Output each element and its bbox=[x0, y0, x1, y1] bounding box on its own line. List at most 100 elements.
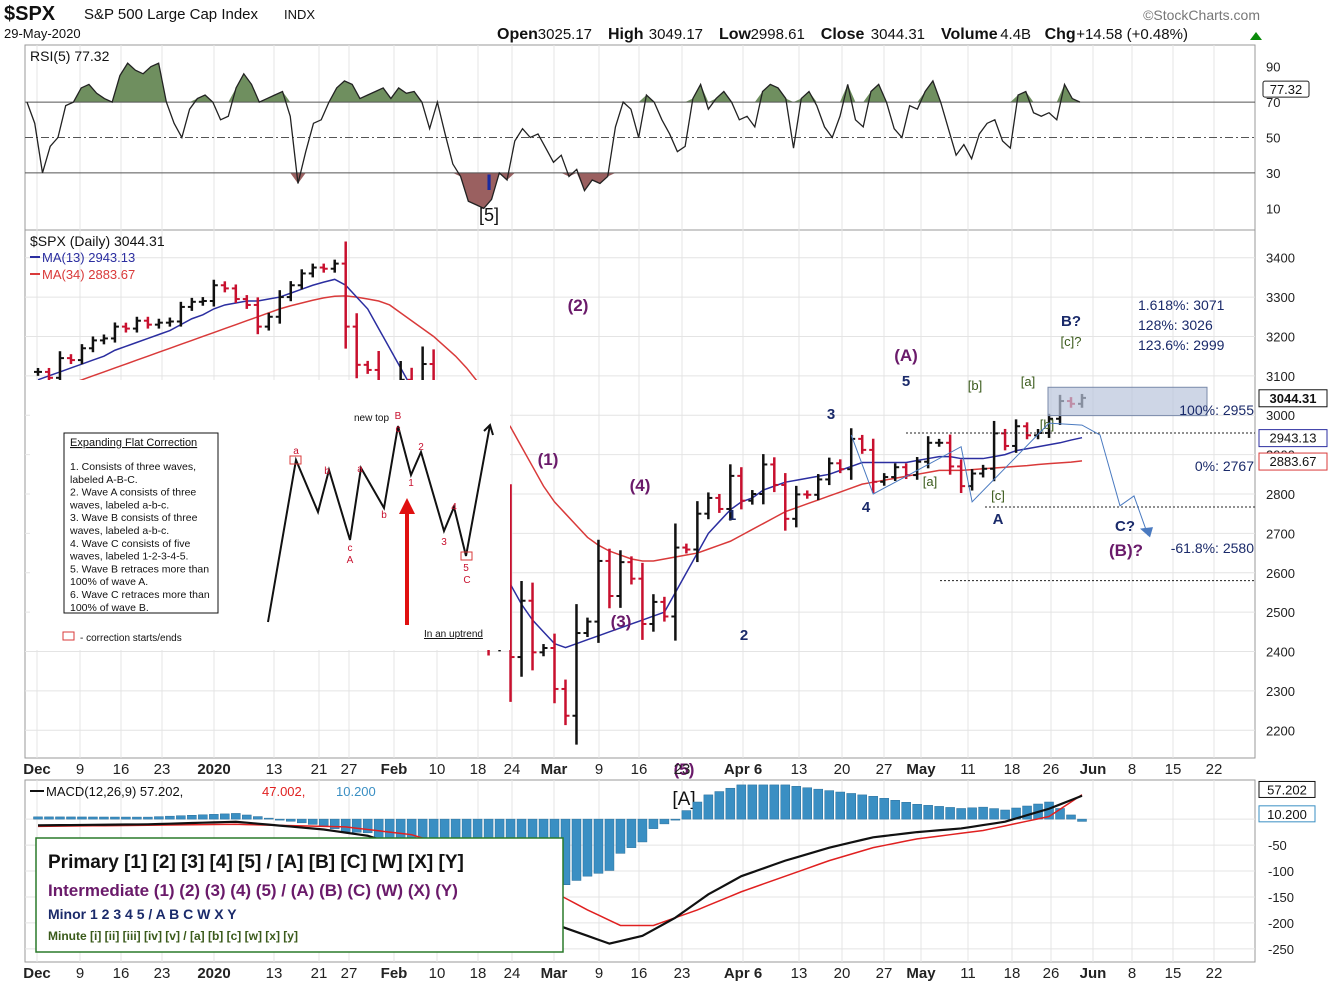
macd-hist-bar bbox=[890, 800, 900, 820]
inset-wave-label: a bbox=[357, 464, 363, 475]
inset-rule-line: 1. Consists of three waves, bbox=[70, 461, 196, 473]
rsi-panel: RSI(5) 77.32 bbox=[25, 48, 1255, 210]
macd-tick: -250 bbox=[1268, 942, 1294, 957]
macd-tick: -150 bbox=[1268, 890, 1294, 905]
macd-hist-bar bbox=[286, 818, 296, 822]
x-tick-label: 9 bbox=[76, 965, 84, 982]
wave-label: A bbox=[993, 511, 1004, 528]
macd-hist-bar bbox=[824, 790, 834, 820]
macd-hist-bar bbox=[604, 818, 615, 871]
ohlc-bar bbox=[297, 269, 306, 290]
inset-uptrend: In an uptrend bbox=[424, 629, 483, 640]
ma13-value: 2943.13 bbox=[1270, 431, 1317, 446]
price-tick: 3400 bbox=[1266, 251, 1295, 266]
inset-rule-line: waves, labeled 1-2-3-4-5. bbox=[69, 551, 188, 563]
price-tick: 3000 bbox=[1266, 408, 1295, 423]
ohlc-key: Volume bbox=[941, 26, 998, 43]
x-tick-label: 10 bbox=[429, 761, 446, 778]
x-tick-label: Jun bbox=[1080, 761, 1107, 778]
price-tick: 3200 bbox=[1266, 329, 1295, 344]
macd-hist-bar bbox=[198, 814, 208, 820]
ohlc-bar bbox=[264, 312, 273, 331]
ohlc-bar bbox=[990, 420, 999, 482]
macd-hist-bar bbox=[1077, 818, 1087, 822]
ohlc-bar bbox=[528, 582, 537, 671]
x-tick-label: 16 bbox=[631, 761, 648, 778]
ma34-value: 2883.67 bbox=[1270, 454, 1317, 469]
macd-hist-bar bbox=[846, 793, 856, 820]
ohlc-bar bbox=[154, 318, 163, 329]
ohlc-bar bbox=[66, 354, 75, 365]
x-tick-label: 10 bbox=[429, 965, 446, 982]
macd-hist-bar bbox=[626, 818, 637, 848]
macd-hist-bar bbox=[791, 786, 802, 820]
fib-target-zone bbox=[1047, 386, 1208, 417]
macd-hist-bar bbox=[637, 818, 648, 843]
x-tick-label: Apr 6 bbox=[724, 965, 762, 982]
rsi-value-flag bbox=[1262, 80, 1310, 98]
ohlc-bar bbox=[891, 463, 900, 482]
macd-hist-bar bbox=[296, 818, 307, 824]
macd-hist-bar bbox=[77, 816, 87, 820]
x-tick-label: 18 bbox=[1004, 761, 1021, 778]
macd-hist-bar bbox=[209, 814, 219, 820]
ohlc-value: +14.58 (+0.48%) bbox=[1076, 26, 1188, 43]
ohlc-bar bbox=[352, 313, 361, 379]
inset-wave-label: 4 bbox=[451, 502, 457, 513]
ohlc-bar bbox=[693, 501, 702, 563]
inset-rules: 1. Consists of three waves,labeled A-B-C… bbox=[69, 461, 210, 614]
ohlc-bar bbox=[979, 464, 988, 478]
x-tick-label: 9 bbox=[76, 761, 84, 778]
inset-rule-line: labeled A-B-C. bbox=[70, 474, 138, 486]
ma13-label: MA(13) 2943.13 bbox=[42, 250, 135, 265]
ohlc-bar bbox=[539, 644, 548, 657]
inset-new-top: new top bbox=[354, 413, 389, 424]
ohlc-bar bbox=[1001, 428, 1010, 451]
macd-hist-bar bbox=[868, 796, 878, 820]
inset-wave-label: b bbox=[381, 510, 387, 521]
price-tick: 2400 bbox=[1266, 645, 1295, 660]
wave-label: (3) bbox=[611, 612, 632, 631]
ohlc-value: 3044.31 bbox=[871, 26, 925, 43]
ohlc-key: Open bbox=[497, 26, 538, 43]
macd-hist-bar bbox=[318, 818, 329, 827]
macd-hist-bar bbox=[725, 787, 736, 820]
ohlc-value: 3025.17 bbox=[538, 26, 592, 43]
inset-wave-label: C bbox=[463, 575, 470, 586]
ohlc-bar bbox=[638, 562, 647, 640]
macd-hist-bar bbox=[351, 818, 362, 833]
ohlc-bar bbox=[792, 485, 801, 528]
fib-level-label: 100%: 2955 bbox=[1179, 402, 1254, 418]
macd-hist-bar bbox=[143, 816, 153, 820]
x-tick-label: Mar bbox=[541, 761, 568, 778]
ohlc-bar bbox=[198, 297, 207, 306]
ohlc-bar bbox=[363, 360, 372, 374]
x-tick-label: 18 bbox=[1004, 965, 1021, 982]
x-tick-label: Dec bbox=[23, 761, 51, 778]
macd-hist-bar bbox=[582, 818, 593, 877]
macd-value-flag bbox=[1258, 780, 1316, 798]
index-name: S&P 500 Large Cap Index bbox=[84, 6, 259, 23]
ohlc-bar bbox=[726, 464, 735, 521]
wave-label: [a] bbox=[1021, 374, 1035, 389]
ma13-line bbox=[37, 278, 1083, 649]
inset-rule-line: 2. Wave A consists of three bbox=[70, 487, 196, 499]
wave-label: (4) bbox=[630, 476, 651, 495]
chart-date: 29-May-2020 bbox=[4, 26, 81, 41]
macd-hist-bar bbox=[362, 818, 373, 834]
macd-hist-bar bbox=[736, 784, 747, 820]
ohlc-bar bbox=[847, 428, 856, 480]
x-tick-label: 22 bbox=[1206, 761, 1223, 778]
x-tick-label: 26 bbox=[1043, 761, 1060, 778]
macd-hist-bar bbox=[571, 818, 582, 881]
inset-wave-label: a bbox=[293, 446, 299, 457]
inset-rule-line: 3. Wave B consists of three bbox=[70, 512, 198, 524]
ohlc-key: High bbox=[608, 26, 644, 43]
projection-path bbox=[850, 422, 1149, 536]
x-tick-label: 15 bbox=[1165, 965, 1182, 982]
x-tick-label: Dec bbox=[23, 965, 51, 982]
macd-hist-bar bbox=[813, 788, 824, 820]
macd-hist-bar bbox=[967, 807, 977, 820]
ohlc-bar bbox=[627, 556, 636, 585]
